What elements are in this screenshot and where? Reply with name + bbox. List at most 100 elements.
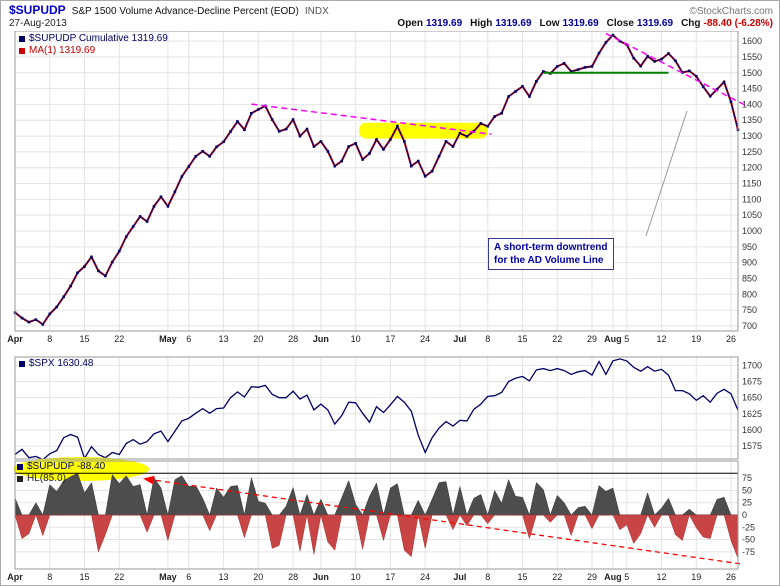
svg-text:800: 800 <box>742 289 757 299</box>
svg-text:1150: 1150 <box>742 179 761 189</box>
svg-text:1625: 1625 <box>742 409 762 419</box>
chg-label: Chg <box>681 18 701 29</box>
svg-text:1600: 1600 <box>742 425 762 435</box>
svg-text:May: May <box>159 572 177 582</box>
svg-text:8: 8 <box>47 572 52 582</box>
svg-text:17: 17 <box>385 334 395 344</box>
magenta-trendline-1 <box>251 103 492 135</box>
histogram-legend: $SUPUDP -88.40 HL(85.0) <box>17 461 105 485</box>
symbol: $SUPUDP <box>9 3 66 17</box>
svg-text:850: 850 <box>742 273 757 283</box>
ma1-legend-label: MA(1) 1319.69 <box>29 45 96 56</box>
red-arrowhead-icon <box>143 475 155 485</box>
main-chart-legend: $SUPUDP Cumulative 1319.69 MA(1) 1319.69 <box>19 33 168 57</box>
svg-text:17: 17 <box>385 572 395 582</box>
svg-text:1400: 1400 <box>742 99 762 109</box>
spx-panel: 1700 1675 1650 1625 1600 1575 <box>14 357 762 461</box>
svg-text:12: 12 <box>657 572 667 582</box>
svg-text:24: 24 <box>420 334 430 344</box>
svg-text:750: 750 <box>742 305 757 315</box>
svg-text:29: 29 <box>587 572 597 582</box>
svg-text:22: 22 <box>114 334 124 344</box>
svg-text:1000: 1000 <box>742 226 762 236</box>
svg-text:28: 28 <box>288 572 298 582</box>
svg-text:22: 22 <box>552 572 562 582</box>
hl-marker-icon <box>17 476 23 482</box>
svg-text:1700: 1700 <box>742 360 762 370</box>
svg-text:1250: 1250 <box>742 147 762 157</box>
spx-series-marker-icon <box>19 361 25 367</box>
svg-text:6: 6 <box>186 334 191 344</box>
high-label: High <box>470 18 493 29</box>
svg-text:50: 50 <box>742 485 752 495</box>
svg-text:1300: 1300 <box>742 131 762 141</box>
supudp-daily-marker-icon <box>17 464 23 470</box>
annotation-line2: for the AD Volume Line <box>494 255 604 266</box>
hl-legend-label: HL(85.0) <box>27 473 66 484</box>
histogram-negative-area <box>14 514 739 559</box>
svg-text:26: 26 <box>726 334 736 344</box>
spx-legend-label: $SPX 1630.48 <box>29 358 94 369</box>
svg-text:15: 15 <box>517 572 527 582</box>
svg-text:Apr: Apr <box>7 572 23 582</box>
magenta-trendline-2 <box>605 32 746 106</box>
svg-text:-25: -25 <box>742 522 755 532</box>
svg-text:700: 700 <box>742 321 757 331</box>
svg-text:1050: 1050 <box>742 210 762 220</box>
svg-text:Aug: Aug <box>604 572 622 582</box>
spx-line <box>14 358 739 461</box>
svg-text:13: 13 <box>219 572 229 582</box>
svg-text:15: 15 <box>517 334 527 344</box>
svg-text:Aug: Aug <box>604 334 622 344</box>
svg-text:Jun: Jun <box>313 572 329 582</box>
svg-text:-75: -75 <box>742 547 755 557</box>
svg-text:8: 8 <box>485 572 490 582</box>
svg-text:20: 20 <box>253 334 263 344</box>
supudp-daily-legend-label: $SUPUDP -88.40 <box>27 461 106 472</box>
svg-text:15: 15 <box>80 334 90 344</box>
svg-text:Jul: Jul <box>453 334 466 344</box>
svg-text:22: 22 <box>552 334 562 344</box>
svg-text:0: 0 <box>742 510 747 520</box>
svg-text:29: 29 <box>587 334 597 344</box>
chg-value: -88.40 (-6.28%) <box>703 18 773 29</box>
svg-text:May: May <box>159 334 177 344</box>
svg-text:75: 75 <box>742 473 752 483</box>
svg-text:Apr: Apr <box>7 334 23 344</box>
svg-text:24: 24 <box>420 572 430 582</box>
yellow-highlight-ellipse <box>13 457 149 481</box>
exchange-tag: INDX <box>304 6 329 17</box>
chart-date: 27-Aug-2013 <box>9 18 67 29</box>
svg-text:19: 19 <box>691 334 701 344</box>
svg-text:5: 5 <box>624 572 629 582</box>
spx-legend: $SPX 1630.48 <box>19 358 94 370</box>
annotation-line1: A short-term downtrend <box>494 242 608 253</box>
supudp-daily-panel: 75 50 25 0 -25 -50 -75 Apr 8 15 22 May 6 13 20 28 Jun 10 1… <box>7 457 755 582</box>
chart-area: 1600 1550 1500 1450 1400 1350 1300 1250 1200 1150… <box>1 31 779 585</box>
chart-header: $SUPUDP S&P 1500 Volume Advance-Decline … <box>1 1 779 31</box>
high-value: 1319.69 <box>495 18 532 29</box>
svg-text:1600: 1600 <box>742 36 762 46</box>
svg-text:1450: 1450 <box>742 84 762 94</box>
svg-text:Jul: Jul <box>453 572 466 582</box>
copyright: ©StockCharts.com <box>689 6 773 17</box>
svg-text:1350: 1350 <box>742 115 762 125</box>
svg-text:1500: 1500 <box>742 68 762 78</box>
annotation-callout: A short-term downtrend for the AD Volume… <box>488 238 614 270</box>
svg-text:15: 15 <box>80 572 90 582</box>
open-value: 1319.69 <box>425 18 463 29</box>
svg-text:8: 8 <box>47 334 52 344</box>
header-title-row: $SUPUDP S&P 1500 Volume Advance-Decline … <box>1 1 779 17</box>
svg-text:13: 13 <box>219 334 229 344</box>
svg-text:19: 19 <box>691 572 701 582</box>
svg-text:8: 8 <box>485 334 490 344</box>
close-value: 1319.69 <box>636 18 674 29</box>
svg-text:1550: 1550 <box>742 52 762 62</box>
svg-text:26: 26 <box>726 572 736 582</box>
chart-svg: 1600155015001450140013501300125012001150… <box>7 31 762 582</box>
svg-text:28: 28 <box>288 334 298 344</box>
supudp-cumulative-panel: 1600 1550 1500 1450 1400 1350 1300 1250 1200 1150… <box>7 31 762 344</box>
open-label: Open <box>397 18 423 29</box>
svg-text:22: 22 <box>114 572 124 582</box>
